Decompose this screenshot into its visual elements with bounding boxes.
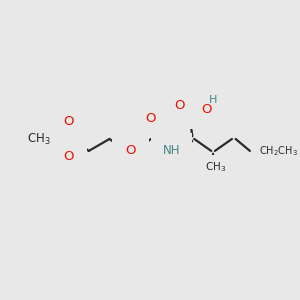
Text: NH: NH xyxy=(163,144,180,158)
Text: H: H xyxy=(208,95,217,105)
Text: O: O xyxy=(146,112,156,125)
Text: CH$_2$CH$_3$: CH$_2$CH$_3$ xyxy=(259,144,298,158)
Text: O: O xyxy=(63,150,73,163)
Polygon shape xyxy=(210,153,216,166)
Text: CH$_3$: CH$_3$ xyxy=(205,160,226,174)
Text: O: O xyxy=(125,144,136,158)
Text: O: O xyxy=(201,103,211,116)
Text: O: O xyxy=(63,115,73,128)
Text: O: O xyxy=(174,99,185,112)
Text: CH$_3$: CH$_3$ xyxy=(27,131,50,146)
Text: S: S xyxy=(64,132,73,146)
Polygon shape xyxy=(178,136,193,151)
